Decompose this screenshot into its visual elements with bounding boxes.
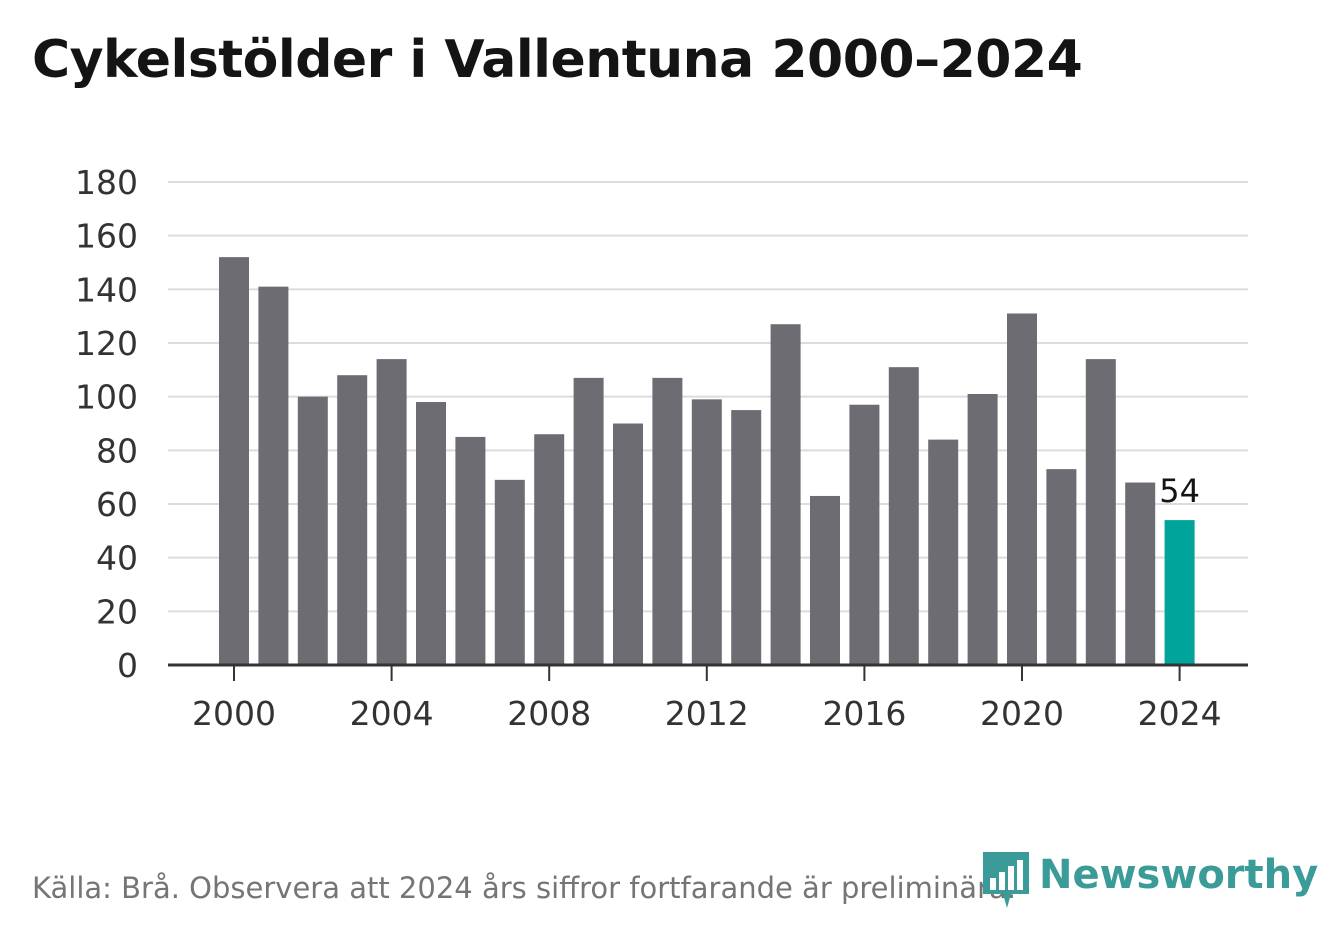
y-tick-label: 0 [117, 646, 138, 685]
y-tick-label: 100 [75, 378, 138, 417]
x-tick-label: 2008 [507, 694, 591, 733]
chart-title: Cykelstölder i Vallentuna 2000–2024 [32, 30, 1083, 90]
bar-2014 [770, 324, 801, 665]
y-tick-label: 120 [75, 324, 138, 363]
source-note: Källa: Brå. Observera att 2024 års siffr… [32, 871, 1016, 905]
bar-2000 [219, 257, 249, 665]
bar-2010 [613, 423, 643, 665]
y-tick-label: 60 [96, 485, 138, 524]
bar-2018 [928, 439, 959, 665]
newsworthy-bar-chart-icon [983, 852, 1029, 908]
y-tick-label: 140 [75, 270, 138, 309]
bar-2024 [1164, 520, 1195, 665]
bar-2019 [967, 393, 998, 665]
bars [219, 257, 1195, 665]
x-tick-label: 2000 [192, 694, 276, 733]
bar-2011 [652, 377, 683, 665]
x-tick-label: 2024 [1138, 694, 1222, 733]
y-axis-ticks: 0 20 40 60 80 100 120 140 160 180 [75, 163, 138, 685]
logo-wordmark: Newsworthy [1039, 852, 1319, 898]
y-tick-label: 180 [75, 163, 138, 202]
bar-2020 [1007, 313, 1037, 665]
x-tick-label: 2004 [350, 694, 434, 733]
x-tick-label: 2020 [980, 694, 1064, 733]
y-tick-label: 40 [96, 539, 138, 578]
newsworthy-logo: Newsworthy [981, 850, 1318, 914]
data-labels: 54 [1159, 472, 1200, 510]
y-tick-label: 80 [96, 431, 138, 470]
bar-2022 [1085, 359, 1116, 665]
bar-2021 [1046, 469, 1077, 665]
x-axis-ticks: 2000 2004 2008 2012 2016 2020 2024 [192, 665, 1222, 733]
bar-2006 [455, 436, 486, 665]
bar-2008 [534, 434, 565, 665]
bar-2004 [376, 359, 407, 665]
bar-2009 [573, 377, 604, 665]
data-label-2024: 54 [1159, 472, 1200, 510]
bar-2016 [849, 404, 880, 665]
bar-2023 [1125, 482, 1156, 665]
bar-2012 [691, 399, 722, 665]
bar-2017 [888, 367, 919, 665]
bar-chart: 0 20 40 60 80 100 120 140 160 180 2000 2004 2008 201… [75, 163, 1248, 733]
y-tick-label: 160 [75, 217, 138, 256]
bar-2005 [416, 402, 446, 665]
bar-2015 [810, 495, 840, 665]
bar-2007 [494, 479, 525, 665]
y-tick-label: 20 [96, 592, 138, 631]
bar-2003 [337, 375, 368, 665]
x-tick-label: 2016 [822, 694, 906, 733]
bar-2002 [297, 396, 328, 665]
bar-2001 [258, 286, 289, 665]
bar-2013 [731, 410, 762, 665]
x-tick-label: 2012 [665, 694, 749, 733]
